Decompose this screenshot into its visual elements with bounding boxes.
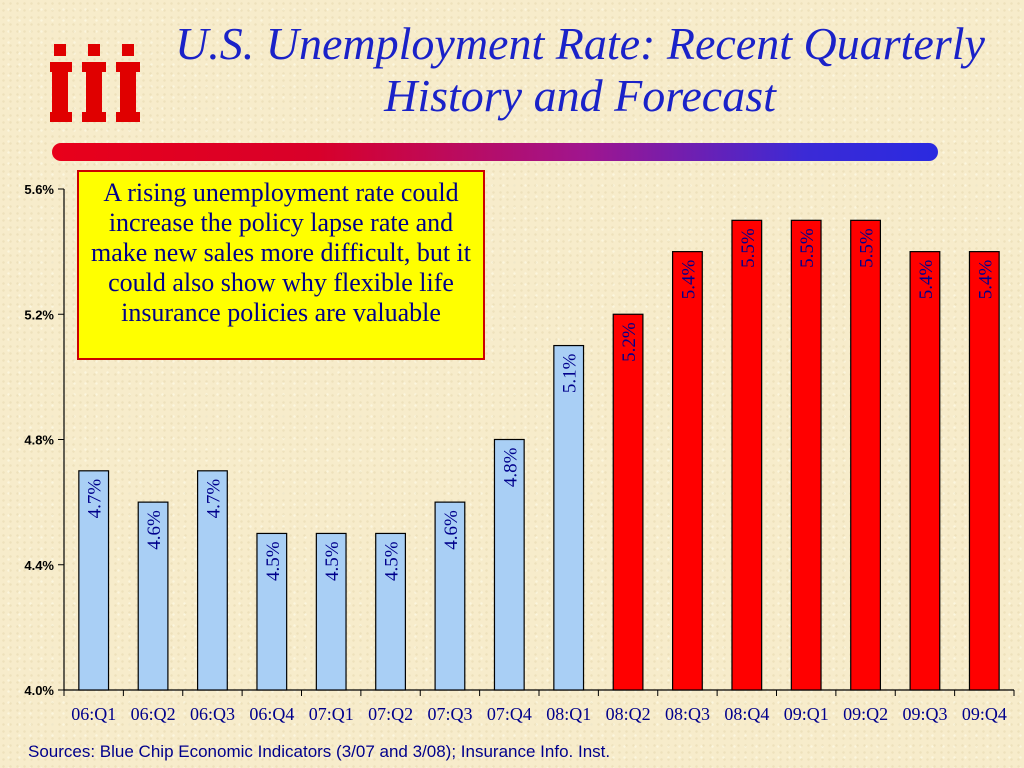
source-note: Sources: Blue Chip Economic Indicators (…	[28, 742, 611, 761]
bar-07-q2	[375, 532, 407, 691]
bar-09-q2	[850, 219, 882, 691]
y-tick-label: 4.0%	[24, 683, 54, 698]
data-label: 4.6%	[144, 510, 165, 550]
bar-06-q2	[137, 501, 169, 691]
y-tick-label: 4.8%	[24, 433, 54, 448]
x-tick-label: 07:Q2	[368, 704, 413, 724]
x-tick-label: 09:Q2	[843, 704, 888, 724]
y-tick-label: 5.2%	[24, 307, 54, 322]
x-tick-label: 08:Q1	[546, 704, 591, 724]
bar-07-q1	[315, 532, 347, 691]
y-tick-label: 5.6%	[24, 182, 54, 197]
data-label: 4.6%	[441, 510, 462, 550]
bar-06-q4	[256, 532, 288, 691]
x-tick-label: 08:Q3	[665, 704, 710, 724]
bar-07-q4	[493, 438, 525, 691]
bar-08-q1	[553, 344, 585, 691]
x-tick-label: 08:Q4	[724, 704, 769, 724]
x-tick-label: 08:Q2	[606, 704, 651, 724]
data-label: 5.4%	[678, 259, 699, 299]
x-tick-label: 06:Q4	[249, 704, 294, 724]
bar-09-q4	[968, 251, 1000, 691]
x-tick-label: 07:Q1	[309, 704, 354, 724]
bar-08-q2	[612, 313, 644, 691]
title-divider-bar	[52, 143, 938, 161]
bar-06-q1	[78, 470, 110, 691]
x-tick-label: 06:Q3	[190, 704, 235, 724]
bar-08-q4	[731, 219, 763, 691]
bar-09-q1	[790, 219, 822, 691]
data-label: 4.7%	[203, 479, 224, 519]
bar-06-q3	[196, 470, 228, 691]
iii-logo	[50, 44, 140, 122]
x-tick-label: 09:Q3	[902, 704, 947, 724]
data-label: 4.7%	[85, 479, 106, 519]
bar-07-q3	[434, 501, 466, 691]
data-label: 5.4%	[975, 259, 996, 299]
data-label: 5.5%	[797, 228, 818, 268]
data-label: 4.5%	[263, 541, 284, 581]
data-label: 4.5%	[382, 541, 403, 581]
x-tick-label: 07:Q4	[487, 704, 532, 724]
bar-08-q3	[671, 251, 703, 691]
x-tick-label: 07:Q3	[427, 704, 472, 724]
x-tick-label: 06:Q2	[131, 704, 176, 724]
callout-box: A rising unemployment rate could increas…	[77, 170, 485, 360]
x-tick-label: 09:Q1	[784, 704, 829, 724]
data-label: 5.5%	[738, 228, 759, 268]
data-label: 5.5%	[857, 228, 878, 268]
data-label: 5.2%	[619, 322, 640, 362]
x-tick-label: 09:Q4	[962, 704, 1007, 724]
page-title: U.S. Unemployment Rate: Recent Quarterly…	[175, 18, 985, 121]
x-tick-label: 06:Q1	[71, 704, 116, 724]
data-label: 5.1%	[560, 353, 581, 393]
data-label: 5.4%	[916, 259, 937, 299]
y-tick-label: 4.4%	[24, 558, 54, 573]
data-label: 4.5%	[322, 541, 343, 581]
data-label: 4.8%	[500, 447, 521, 487]
bar-09-q3	[909, 251, 941, 691]
